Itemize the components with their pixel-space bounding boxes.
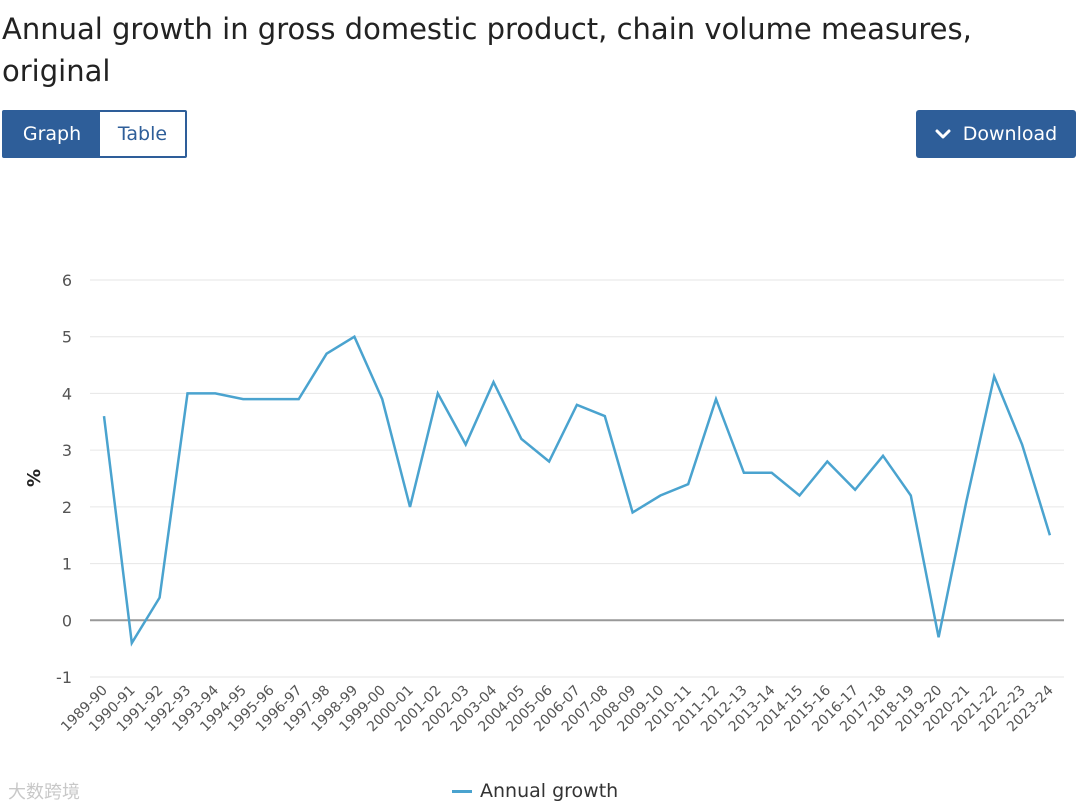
- data-point[interactable]: [98, 410, 110, 422]
- data-point[interactable]: [710, 393, 722, 405]
- data-point[interactable]: [738, 467, 750, 479]
- data-point[interactable]: [1016, 438, 1028, 450]
- data-point[interactable]: [209, 387, 221, 399]
- data-point[interactable]: [126, 637, 138, 649]
- grid-lines: [90, 279, 1064, 678]
- x-axis-ticks: 1989-901990-911991-921992-931993-941994-…: [58, 682, 1057, 735]
- y-axis-label: %: [24, 469, 45, 487]
- data-point[interactable]: [154, 592, 166, 604]
- data-point[interactable]: [1044, 529, 1056, 541]
- data-point[interactable]: [933, 631, 945, 643]
- y-tick-label: 6: [62, 271, 72, 290]
- table-tab[interactable]: Table: [100, 112, 185, 156]
- data-point[interactable]: [460, 438, 472, 450]
- data-point[interactable]: [988, 370, 1000, 382]
- legend[interactable]: Annual growth: [452, 780, 618, 802]
- data-point[interactable]: [265, 393, 277, 405]
- data-point[interactable]: [627, 507, 639, 519]
- data-point[interactable]: [515, 433, 527, 445]
- data-point[interactable]: [543, 455, 555, 467]
- data-point[interactable]: [293, 393, 305, 405]
- data-point[interactable]: [404, 501, 416, 513]
- data-point[interactable]: [432, 387, 444, 399]
- watermark-logo: 大数跨境: [8, 782, 80, 803]
- data-point[interactable]: [654, 490, 666, 502]
- view-toggle: Graph Table: [2, 110, 187, 158]
- y-tick-label: -1: [56, 668, 72, 687]
- y-axis-ticks: -1 0 1 2 3 4 5 6: [56, 271, 72, 687]
- data-point[interactable]: [181, 387, 193, 399]
- data-point[interactable]: [599, 410, 611, 422]
- data-point[interactable]: [960, 495, 972, 507]
- data-point[interactable]: [794, 490, 806, 502]
- y-tick-label: 2: [62, 498, 72, 517]
- data-point[interactable]: [682, 478, 694, 490]
- data-point[interactable]: [321, 348, 333, 360]
- download-label: Download: [962, 123, 1058, 145]
- page-title: Annual growth in gross domestic product,…: [2, 12, 972, 88]
- y-tick-label: 1: [62, 555, 72, 574]
- data-point[interactable]: [849, 484, 861, 496]
- series-line[interactable]: [102, 334, 1052, 647]
- data-point[interactable]: [821, 455, 833, 467]
- data-point[interactable]: [237, 393, 249, 405]
- legend-swatch: [452, 789, 472, 793]
- series-annual-growth: [98, 331, 1056, 649]
- line-chart: -1 0 1 2 3 4 5 6 % 1989-901990-911991-921992-93…: [24, 271, 1064, 735]
- data-point[interactable]: [571, 399, 583, 411]
- y-tick-label: 0: [62, 611, 72, 630]
- data-point[interactable]: [348, 331, 360, 343]
- data-point[interactable]: [905, 490, 917, 502]
- y-tick-label: 5: [62, 328, 72, 347]
- data-point[interactable]: [376, 393, 388, 405]
- legend-label: Annual growth: [480, 780, 619, 802]
- y-tick-label: 3: [62, 441, 72, 460]
- graph-tab[interactable]: Graph: [4, 112, 100, 156]
- download-button[interactable]: Download: [916, 110, 1076, 158]
- chevron-down-icon: [935, 129, 951, 139]
- data-point[interactable]: [877, 450, 889, 462]
- y-tick-label: 4: [62, 384, 72, 403]
- data-point[interactable]: [487, 376, 499, 388]
- data-point[interactable]: [766, 467, 778, 479]
